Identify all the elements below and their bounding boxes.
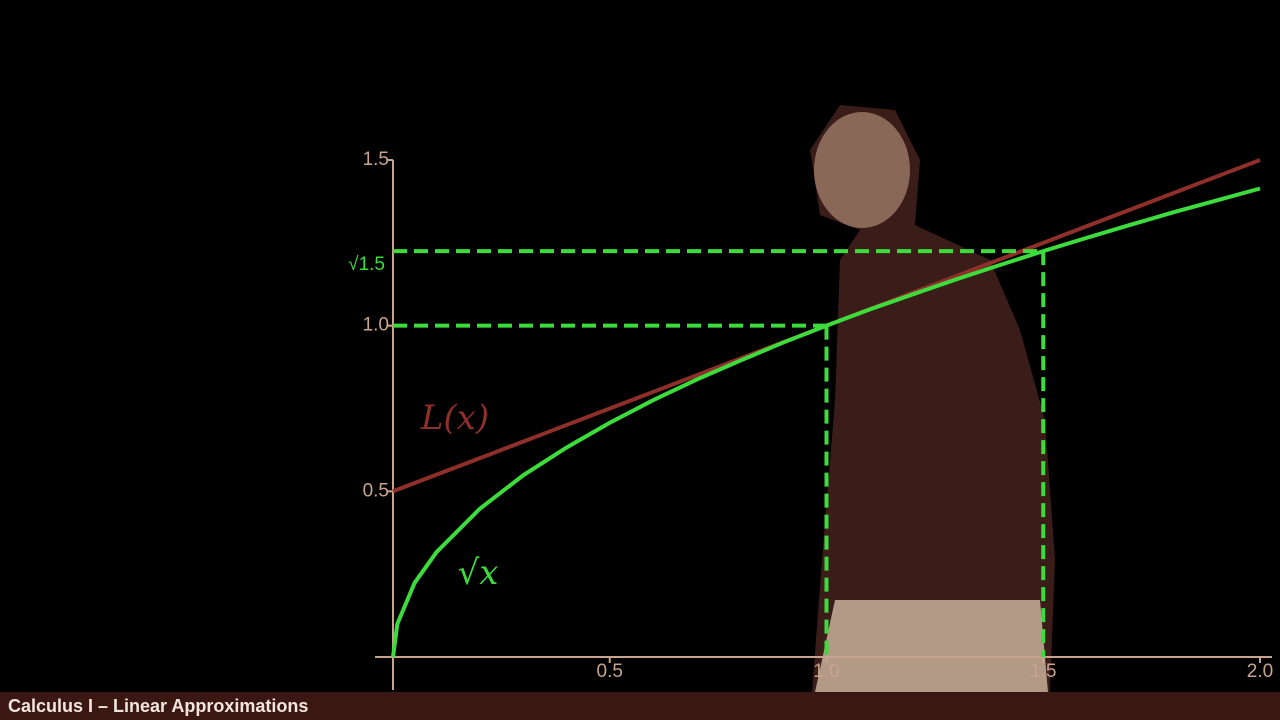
presenter [810, 105, 1055, 692]
y-tick-label: 1.5 [363, 149, 389, 170]
x-tick-label: 0.5 [597, 661, 623, 682]
series-line [391, 186, 1261, 658]
series-label: √x [458, 553, 499, 593]
footer-bar [0, 692, 1280, 720]
y-tick-label: 0.5 [363, 480, 389, 501]
series-label: L(x) [420, 398, 489, 438]
presenter-body [810, 105, 1055, 692]
x-tick-label: 1.0 [813, 661, 839, 682]
x-tick-label: 1.5 [1030, 661, 1056, 682]
x-tick-label: 2.0 [1247, 661, 1273, 682]
presenter-head [814, 112, 910, 228]
y-tick-label: 1.0 [363, 315, 389, 336]
presenter-legs [815, 600, 1048, 692]
footer-title: Calculus I – Linear Approximations [8, 696, 308, 716]
plot: 0.5 1.0 1.5 0.5 1.0 1.5 2.0 L(x) √x √1.5 [348, 149, 1273, 690]
guide-label: √1.5 [348, 254, 385, 275]
